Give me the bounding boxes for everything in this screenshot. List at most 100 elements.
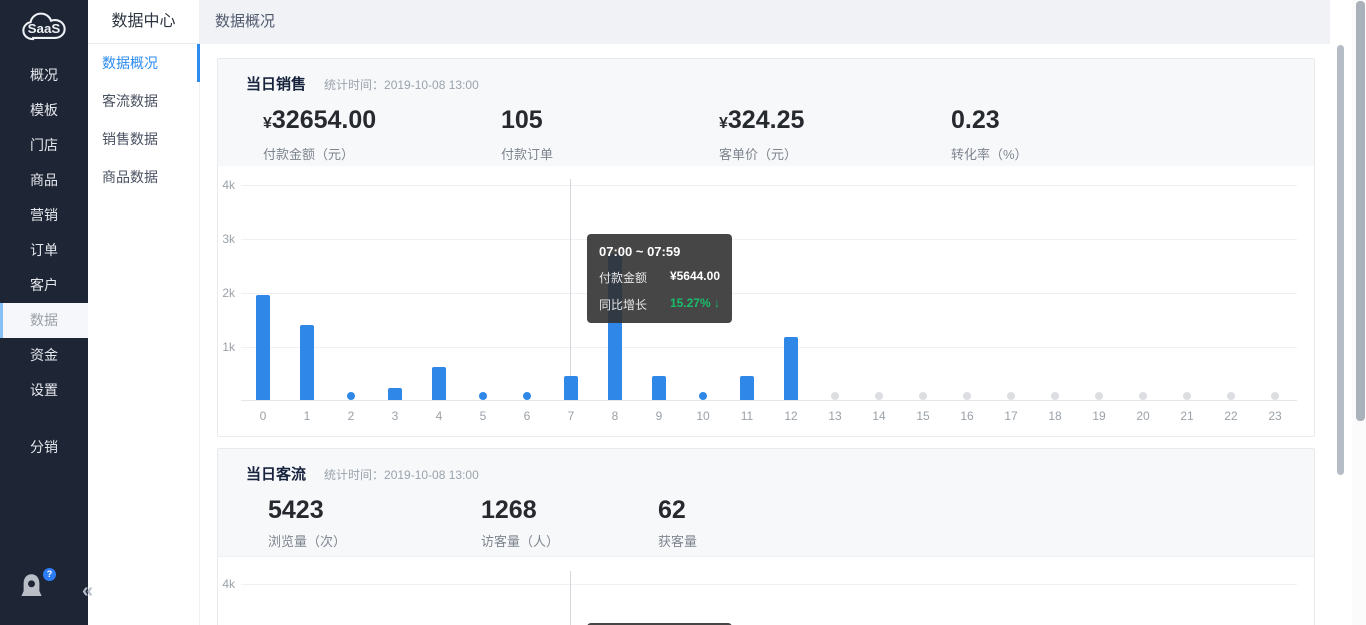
bar-slot-10[interactable] (681, 179, 725, 400)
bar (300, 325, 314, 400)
nodata-dot (831, 392, 839, 400)
bar-dot (523, 392, 531, 400)
bar-slot-5[interactable] (461, 179, 505, 400)
x-tick-label: 18 (1048, 409, 1062, 423)
nodata-dot (1271, 392, 1279, 400)
bar-slot-9[interactable] (637, 179, 681, 400)
nodata-dot (1183, 392, 1191, 400)
stat-paid-orders: 105 付款订单 (501, 106, 719, 163)
bar-slot-23[interactable] (1253, 179, 1297, 400)
bar-slot-13[interactable] (813, 179, 857, 400)
traffic-hour-plot: 4k (222, 557, 1297, 625)
x-tick-label: 4 (435, 409, 443, 423)
daily-sales-head: 当日销售 统计时间：2019-10-08 13:00 ¥32654.00 付款金… (218, 59, 1314, 166)
sidebar-item-templates[interactable]: 模板 (30, 102, 58, 118)
stat-value: 62 (658, 496, 686, 524)
stat-conversion-rate: 0.23 转化率（%） (951, 106, 1028, 163)
x-tick-label: 13 (828, 409, 842, 423)
bar-slot-2[interactable] (329, 179, 373, 400)
sidebar-item-settings[interactable]: 设置 (30, 382, 58, 398)
bar-slot-16[interactable] (945, 179, 989, 400)
y-tick-4k: 4k (222, 577, 235, 591)
nodata-dot (1007, 392, 1015, 400)
tooltip-value-growth: 15.27% ↓ (670, 296, 720, 313)
card-title: 当日客流 (246, 466, 307, 483)
help-robot-icon[interactable]: ? (18, 568, 56, 606)
bar-slot-21[interactable] (1165, 179, 1209, 400)
sidebar-item-funds[interactable]: 资金 (30, 347, 58, 363)
sidebar-item-overview[interactable]: 概况 (30, 67, 58, 83)
y-tick-2k: 2k (222, 286, 235, 300)
sidebar-item-marketing[interactable]: 营销 (30, 207, 58, 223)
stat-label: 浏览量（次） (268, 534, 347, 549)
sidebar-item-distribution[interactable]: 分销 (30, 439, 58, 455)
sidebar-item-data[interactable]: 数据 (0, 303, 88, 338)
x-axis-line (241, 400, 1297, 401)
bar-slot-14[interactable] (857, 179, 901, 400)
sidebar-item-orders[interactable]: 订单 (30, 242, 58, 258)
sidebar-item-stores[interactable]: 门店 (30, 137, 58, 153)
subnav-item-product-data[interactable]: 商品数据 (102, 169, 158, 185)
currency-sign: ¥ (719, 115, 728, 132)
gridline-1k (241, 347, 1297, 348)
bar-slot-0[interactable] (241, 179, 285, 400)
bar-slot-3[interactable] (373, 179, 417, 400)
bar-slot-20[interactable] (1121, 179, 1165, 400)
stat-value: 105 (501, 106, 543, 134)
stat-label: 付款订单 (501, 147, 554, 162)
collapse-menu-icon[interactable]: « (82, 580, 93, 602)
sidebar-item-customers[interactable]: 客户 (30, 277, 58, 293)
tooltip-value: ¥5644.00 (669, 269, 720, 283)
bar-slot-1[interactable] (285, 179, 329, 400)
bar (256, 295, 270, 400)
x-tick-label: 12 (784, 409, 798, 423)
stat-time: 统计时间：2019-10-08 13:00 (324, 468, 479, 482)
sales-crosshair (570, 179, 571, 401)
traffic-crosshair (570, 571, 571, 625)
x-tick-label: 2 (347, 409, 355, 423)
stat-label: 客单价（元） (719, 147, 798, 162)
bar-slot-4[interactable] (417, 179, 461, 400)
tooltip-title: 07:00 ~ 07:59 (599, 244, 681, 259)
gridline-3k (241, 239, 1297, 240)
bar-slot-11[interactable] (725, 179, 769, 400)
subnav-item-data-overview[interactable]: 数据概况 (102, 55, 158, 71)
nodata-dot (963, 392, 971, 400)
subnav-item-sales-data[interactable]: 销售数据 (102, 131, 158, 147)
brand-logo[interactable]: SaaS (0, 0, 88, 58)
bar-slot-18[interactable] (1033, 179, 1077, 400)
sales-tooltip: 07:00 ~ 07:59 付款金额 ¥5644.00 同比增长 15.27% … (587, 234, 732, 323)
content-scrollbar-thumb[interactable] (1337, 45, 1344, 475)
currency-sign: ¥ (263, 115, 272, 132)
x-tick-label: 15 (916, 409, 930, 423)
x-tick-label: 7 (567, 409, 575, 423)
secondary-sidebar: 数据中心 数据概况 客流数据 销售数据 商品数据 (88, 0, 200, 625)
gridline-4k (241, 185, 1297, 186)
sidebar-item-products[interactable]: 商品 (30, 172, 58, 188)
traffic-hour-chart: 4k (218, 557, 1314, 625)
x-tick-label: 6 (523, 409, 531, 423)
bar-slot-12[interactable] (769, 179, 813, 400)
bar-slot-7[interactable] (549, 179, 593, 400)
browser-scrollbar-thumb[interactable] (1356, 1, 1365, 421)
x-tick-label: 14 (872, 409, 886, 423)
stat-value: 324.25 (727, 106, 805, 134)
subnav-item-traffic-data[interactable]: 客流数据 (102, 93, 158, 109)
breadcrumb: 数据概况 (200, 0, 1330, 44)
bar-slot-17[interactable] (989, 179, 1033, 400)
bar-slot-15[interactable] (901, 179, 945, 400)
x-tick-label: 10 (696, 409, 710, 423)
daily-traffic-card: 当日客流 统计时间：2019-10-08 13:00 5423 浏览量（次） 1… (217, 448, 1315, 625)
bar-dot (479, 392, 487, 400)
x-tick-label: 5 (479, 409, 487, 423)
nodata-dot (875, 392, 883, 400)
stat-time: 统计时间：2019-10-08 13:00 (324, 78, 479, 92)
nodata-dot (919, 392, 927, 400)
nav-group-divider (0, 408, 88, 430)
gridline-2k (241, 293, 1297, 294)
bar-slot-22[interactable] (1209, 179, 1253, 400)
bar-slot-6[interactable] (505, 179, 549, 400)
x-tick-label: 8 (611, 409, 619, 423)
tooltip-label: 同比增长 (599, 298, 648, 312)
bar-slot-19[interactable] (1077, 179, 1121, 400)
